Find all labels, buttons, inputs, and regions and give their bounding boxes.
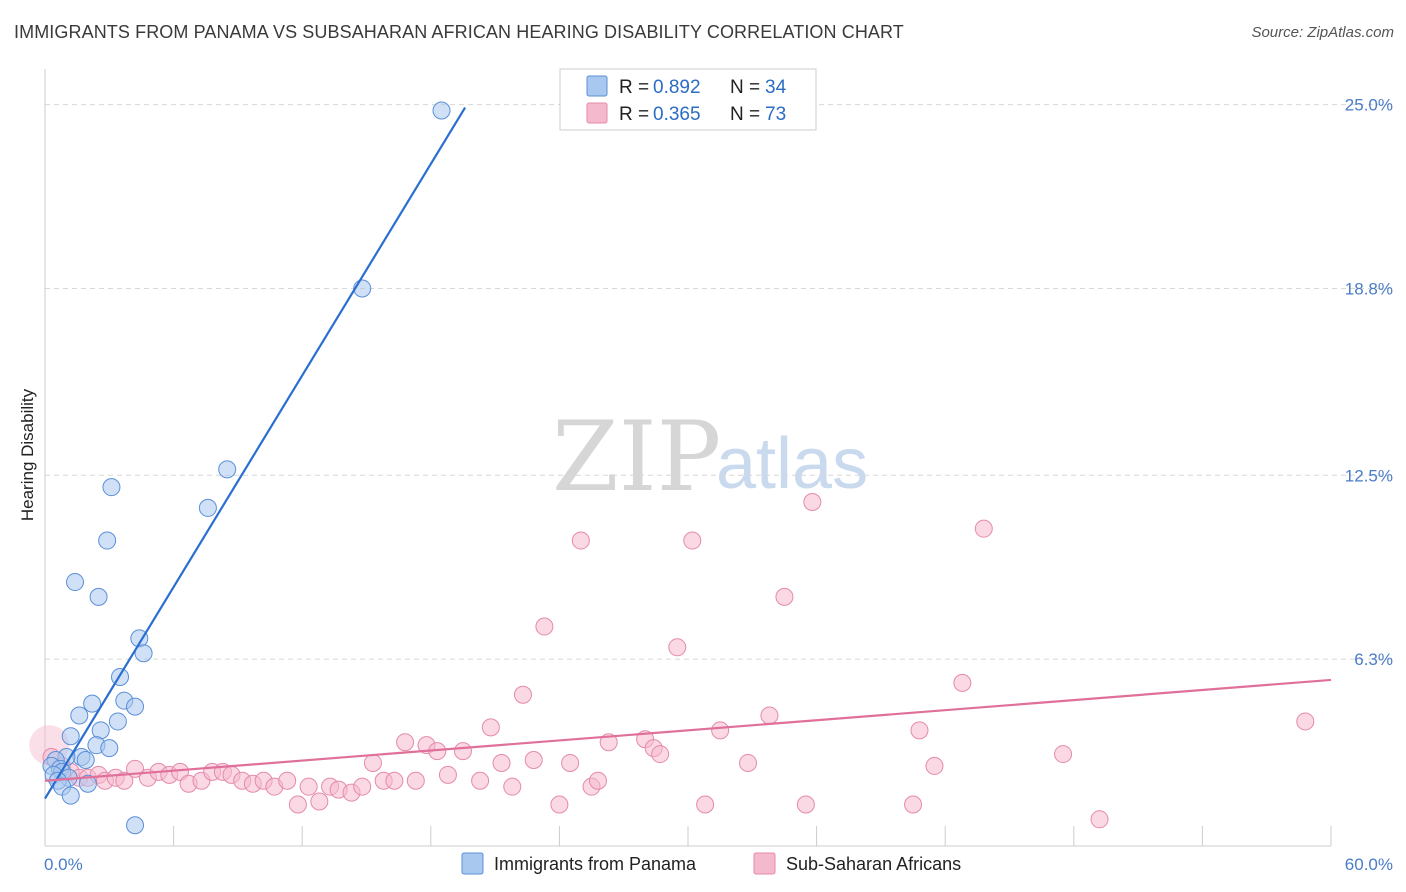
data-point xyxy=(438,765,457,784)
data-point xyxy=(126,697,145,716)
data-point xyxy=(385,771,404,790)
trend-line-blue xyxy=(44,106,467,800)
data-point xyxy=(89,587,108,606)
watermark: ZIP atlas xyxy=(552,401,868,513)
x-tick-label: 60.0% xyxy=(1345,855,1393,874)
trend-line-pink xyxy=(44,678,1332,782)
data-point xyxy=(739,753,758,772)
data-point xyxy=(406,771,425,790)
data-point xyxy=(535,617,554,636)
data-point xyxy=(550,795,569,814)
data-point xyxy=(1296,712,1315,731)
data-point xyxy=(198,498,217,517)
y-tick-labels: 6.3% 12.5% 18.8% 25.0% xyxy=(1345,96,1393,670)
series-legend-swatch-pink xyxy=(753,852,776,875)
data-point xyxy=(288,795,307,814)
data-point xyxy=(91,721,110,740)
watermark-zip: ZIP xyxy=(552,401,721,513)
source-credit: Source: ZipAtlas.com xyxy=(1251,24,1394,41)
data-point xyxy=(310,792,329,811)
data-point xyxy=(503,777,522,796)
watermark-atlas: atlas xyxy=(716,424,868,504)
data-point xyxy=(396,733,415,752)
legend-n-value: 34 xyxy=(765,77,787,98)
data-point xyxy=(70,706,89,725)
series-sub-saharan-africans xyxy=(29,492,1315,829)
data-point xyxy=(651,745,670,764)
data-point xyxy=(711,721,730,740)
series-legend-label-blue: Immigrants from Panama xyxy=(494,854,697,874)
data-point xyxy=(524,750,543,769)
data-point xyxy=(796,795,815,814)
data-point xyxy=(904,795,923,814)
data-point xyxy=(481,718,500,737)
data-point xyxy=(134,644,153,663)
data-point xyxy=(1090,810,1109,829)
data-point xyxy=(471,771,490,790)
data-point xyxy=(571,531,590,550)
data-point xyxy=(299,777,318,796)
data-point xyxy=(432,101,451,120)
legend-r-value: 0.892 xyxy=(653,77,701,98)
data-point xyxy=(108,712,127,731)
data-point xyxy=(126,816,145,835)
data-point xyxy=(513,685,532,704)
series-legend: Immigrants from Panama Sub-Saharan Afric… xyxy=(461,852,961,875)
data-point xyxy=(668,638,687,657)
legend-r-label: R = xyxy=(619,77,649,98)
data-point xyxy=(76,750,95,769)
series-legend-label-pink: Sub-Saharan Africans xyxy=(786,854,961,874)
legend-swatch-pink xyxy=(586,102,608,124)
trend-lines xyxy=(44,106,1332,800)
data-point xyxy=(683,531,702,550)
data-point xyxy=(115,771,134,790)
legend-n-label: N = xyxy=(730,104,760,125)
data-point xyxy=(353,777,372,796)
y-tick-label: 6.3% xyxy=(1354,650,1393,669)
data-point xyxy=(492,753,511,772)
data-point xyxy=(803,492,822,511)
data-point xyxy=(561,753,580,772)
x-tick-label: 0.0% xyxy=(44,855,83,874)
data-point xyxy=(66,573,85,592)
data-point xyxy=(453,742,472,761)
chart-title: IMMIGRANTS FROM PANAMA VS SUBSAHARAN AFR… xyxy=(14,22,904,42)
data-point xyxy=(696,795,715,814)
data-point xyxy=(974,519,993,538)
data-point xyxy=(760,706,779,725)
data-point xyxy=(218,460,237,479)
data-point xyxy=(588,771,607,790)
data-point xyxy=(953,673,972,692)
data-point xyxy=(100,739,119,758)
x-tick-labels: 0.0% 60.0% xyxy=(44,855,1393,874)
data-point xyxy=(1054,745,1073,764)
y-axis-label: Hearing Disability xyxy=(18,388,37,521)
data-point xyxy=(775,587,794,606)
series-immigrants-from-panama xyxy=(42,101,451,835)
data-point xyxy=(83,694,102,713)
legend-swatch-blue xyxy=(586,75,608,97)
series-legend-swatch-blue xyxy=(461,852,484,875)
y-tick-label: 18.8% xyxy=(1345,279,1393,298)
gridlines xyxy=(45,104,1392,660)
axes xyxy=(44,69,1332,847)
legend-n-value: 73 xyxy=(765,104,786,125)
data-point xyxy=(61,727,80,746)
data-point xyxy=(278,771,297,790)
y-tick-label: 25.0% xyxy=(1345,96,1393,115)
legend-n-label: N = xyxy=(730,77,760,98)
legend-r-value: 0.365 xyxy=(653,104,701,125)
legend-r-label: R = xyxy=(619,104,649,125)
data-point xyxy=(363,753,382,772)
y-tick-label: 12.5% xyxy=(1345,466,1393,485)
correlation-legend: R = 0.892 N = 34 R = 0.365 N = 73 xyxy=(559,68,817,131)
data-point xyxy=(925,756,944,775)
data-point xyxy=(98,531,117,550)
data-point xyxy=(910,721,929,740)
data-point xyxy=(102,478,121,497)
data-point xyxy=(78,774,97,793)
data-point xyxy=(61,786,80,805)
